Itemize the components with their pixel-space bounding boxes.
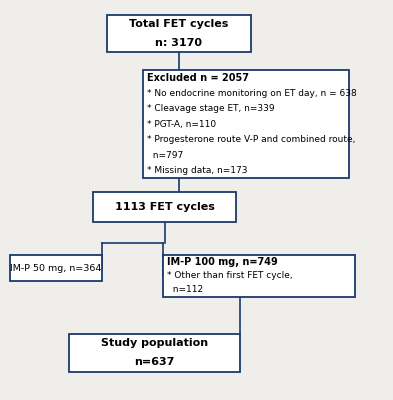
Text: * Missing data, n=173: * Missing data, n=173 — [147, 166, 248, 175]
Text: * PGT-A, n=110: * PGT-A, n=110 — [147, 120, 217, 128]
FancyBboxPatch shape — [143, 70, 349, 178]
Text: 1113 FET cycles: 1113 FET cycles — [115, 202, 215, 212]
FancyBboxPatch shape — [93, 192, 236, 222]
Text: IM-P 100 mg, n=749: IM-P 100 mg, n=749 — [167, 257, 278, 267]
FancyBboxPatch shape — [163, 255, 355, 297]
Text: n=797: n=797 — [147, 150, 184, 160]
Text: * Other than first FET cycle,: * Other than first FET cycle, — [167, 272, 293, 280]
Text: Total FET cycles: Total FET cycles — [129, 19, 229, 29]
Text: * No endocrine monitoring on ET day, n = 638: * No endocrine monitoring on ET day, n =… — [147, 88, 357, 98]
Text: IM-P 50 mg, n=364: IM-P 50 mg, n=364 — [10, 264, 102, 272]
Text: Study population: Study population — [101, 338, 208, 348]
Text: * Progesterone route V-P and combined route,: * Progesterone route V-P and combined ro… — [147, 135, 356, 144]
Text: n=637: n=637 — [134, 357, 175, 367]
Text: n=112: n=112 — [167, 285, 203, 294]
FancyBboxPatch shape — [10, 255, 102, 281]
Text: Excluded n = 2057: Excluded n = 2057 — [147, 72, 249, 82]
Text: n: 3170: n: 3170 — [156, 38, 202, 48]
FancyBboxPatch shape — [70, 334, 240, 372]
FancyBboxPatch shape — [107, 15, 251, 52]
Text: * Cleavage stage ET, n=339: * Cleavage stage ET, n=339 — [147, 104, 275, 113]
